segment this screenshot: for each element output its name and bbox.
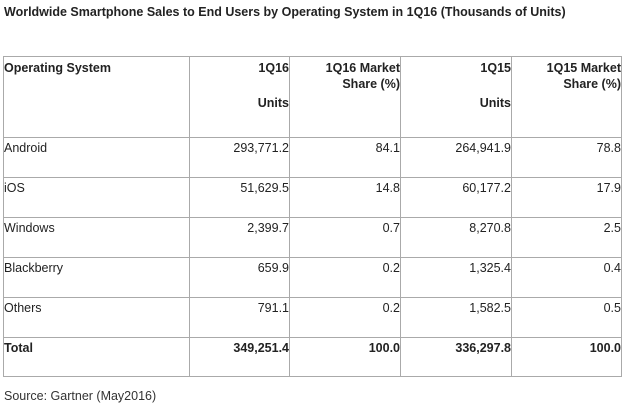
- cell: 0.2: [289, 297, 401, 338]
- header-sublabel: Share (%): [342, 77, 400, 91]
- os-name-cell: Windows: [3, 217, 190, 258]
- cell: 100.0: [289, 337, 401, 377]
- header-operating-system: Operating System: [3, 56, 190, 138]
- table-row: Windows 2,399.7 0.7 8,270.8 2.5: [3, 217, 622, 258]
- cell: 2.5: [511, 217, 622, 258]
- os-name-cell: Others: [3, 297, 190, 338]
- cell: 60,177.2: [400, 177, 512, 218]
- cell: 8,270.8: [400, 217, 512, 258]
- cell: 349,251.4: [189, 337, 290, 377]
- header-sublabel: Share (%): [563, 77, 621, 91]
- cell: 84.1: [289, 137, 401, 178]
- total-row: Total 349,251.4 100.0 336,297.8 100.0: [3, 337, 622, 377]
- cell: 2,399.7: [189, 217, 290, 258]
- cell: 0.2: [289, 257, 401, 298]
- cell: 336,297.8: [400, 337, 512, 377]
- table-row: Others 791.1 0.2 1,582.5 0.5: [3, 297, 622, 338]
- header-1q15-share: 1Q15 Market Share (%): [511, 56, 622, 138]
- header-sublabel: Units: [479, 96, 511, 110]
- header-label: 1Q15 Market: [546, 61, 621, 75]
- header-label: 1Q16: [258, 61, 289, 75]
- cell: 0.7: [289, 217, 401, 258]
- table-title: Worldwide Smartphone Sales to End Users …: [4, 5, 566, 19]
- os-name-cell: Blackberry: [3, 257, 190, 298]
- source-note: Source: Gartner (May2016): [4, 389, 157, 403]
- header-1q16-share: 1Q16 Market Share (%): [289, 56, 401, 138]
- cell: 659.9: [189, 257, 290, 298]
- header-label: 1Q16 Market: [325, 61, 400, 75]
- cell: 14.8: [289, 177, 401, 218]
- header-1q15-units: 1Q15 Units: [400, 56, 512, 138]
- os-name-cell: Android: [3, 137, 190, 178]
- cell: 1,582.5: [400, 297, 512, 338]
- cell: 791.1: [189, 297, 290, 338]
- cell: Total: [3, 337, 190, 377]
- table-row: Blackberry 659.9 0.2 1,325.4 0.4: [3, 257, 622, 298]
- cell: 264,941.9: [400, 137, 512, 178]
- table-row: iOS 51,629.5 14.8 60,177.2 17.9: [3, 177, 622, 218]
- cell: 78.8: [511, 137, 622, 178]
- table-row: Android 293,771.2 84.1 264,941.9 78.8: [3, 137, 622, 178]
- header-row: Operating System 1Q16 Units 1Q16 Market Sh…: [3, 56, 622, 138]
- cell: 17.9: [511, 177, 622, 218]
- cell: 51,629.5: [189, 177, 290, 218]
- header-sublabel: Units: [257, 96, 289, 110]
- os-name-cell: iOS: [3, 177, 190, 218]
- smartphone-sales-table: Operating System 1Q16 Units 1Q16 Market Sh…: [3, 56, 622, 377]
- cell: 0.5: [511, 297, 622, 338]
- header-1q16-units: 1Q16 Units: [189, 56, 290, 138]
- header-label: Operating System: [4, 61, 111, 75]
- cell: 293,771.2: [189, 137, 290, 178]
- cell: 0.4: [511, 257, 622, 298]
- cell: 100.0: [511, 337, 622, 377]
- header-label: 1Q15: [480, 61, 511, 75]
- cell: 1,325.4: [400, 257, 512, 298]
